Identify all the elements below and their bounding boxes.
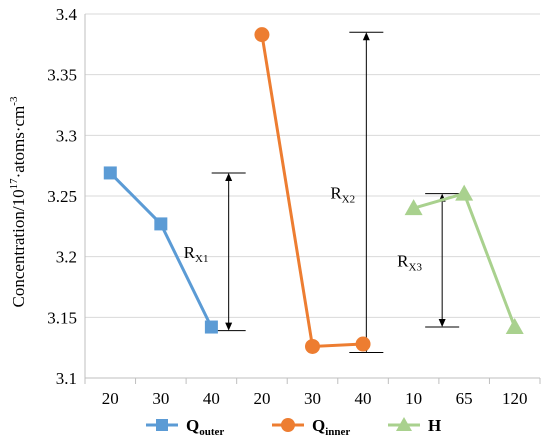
data-point bbox=[505, 318, 524, 335]
data-point bbox=[204, 320, 218, 334]
legend-marker bbox=[281, 418, 295, 432]
series-outer bbox=[103, 166, 218, 334]
series-group bbox=[103, 27, 524, 354]
x-tick-label: 30 bbox=[152, 389, 169, 408]
arrowhead-down bbox=[225, 322, 233, 331]
x-tick-label: 10 bbox=[405, 389, 422, 408]
x-tick-labels: 20 30 40 20 30 40 10 65 120 bbox=[102, 389, 528, 408]
series-line bbox=[413, 191, 517, 328]
data-point bbox=[254, 27, 270, 43]
series-line bbox=[260, 34, 364, 349]
range-annotations: RX1 RX2 RX3 bbox=[184, 31, 460, 354]
y-tick-label: 3.3 bbox=[56, 126, 77, 145]
x-tick-label: 40 bbox=[203, 389, 220, 408]
axes bbox=[84, 14, 541, 384]
data-point bbox=[404, 199, 423, 216]
legend-marker bbox=[396, 417, 412, 431]
arrowhead-down bbox=[438, 319, 446, 328]
y-tick-label: 3.15 bbox=[47, 308, 77, 327]
data-point bbox=[305, 338, 320, 354]
y-tick-label: 3.25 bbox=[47, 187, 77, 206]
x-tick-label: 20 bbox=[102, 389, 119, 408]
legend-entry: H bbox=[388, 416, 441, 435]
data-point bbox=[455, 184, 474, 201]
annotation-label: RX2 bbox=[330, 183, 355, 205]
y-tick-label: 3.2 bbox=[56, 248, 77, 267]
x-tick-label: 20 bbox=[253, 389, 270, 408]
y-tick-label: 3.1 bbox=[56, 369, 77, 388]
data-point bbox=[355, 336, 371, 352]
legend-marker bbox=[156, 419, 168, 431]
x-tick-label: 120 bbox=[502, 389, 528, 408]
x-tick-label: 40 bbox=[355, 389, 372, 408]
annotation-label: RX3 bbox=[397, 251, 422, 273]
gridlines bbox=[85, 13, 540, 318]
y-tick-label: 3.4 bbox=[56, 5, 78, 24]
legend-entry: Qinner bbox=[272, 416, 350, 438]
y-tick-labels: 3.1 3.15 3.2 3.25 3.3 3.35 3.4 bbox=[47, 5, 77, 388]
x-tick-label: 30 bbox=[304, 389, 321, 408]
y-axis-label: Concentration/1017·atoms·cm-3 bbox=[8, 96, 28, 307]
series-inner bbox=[254, 27, 371, 354]
legend: Qouter Qinner H bbox=[146, 416, 441, 438]
arrowhead-up bbox=[362, 32, 370, 41]
annotation-label: RX1 bbox=[184, 243, 209, 265]
annotation-x2: RX2 bbox=[330, 31, 384, 354]
x-tick-label: 65 bbox=[456, 389, 473, 408]
legend-entry: Qouter bbox=[146, 416, 224, 438]
annotation-x1: RX1 bbox=[184, 172, 246, 332]
arrowhead-up bbox=[225, 172, 233, 181]
y-axis-title: Concentration/1017·atoms·cm-3 bbox=[8, 96, 28, 307]
y-tick-label: 3.35 bbox=[47, 66, 77, 85]
series-h bbox=[404, 184, 524, 335]
legend-label: Qinner bbox=[312, 416, 350, 438]
legend-label: Qouter bbox=[186, 416, 224, 438]
data-point bbox=[154, 217, 168, 231]
legend-label: H bbox=[428, 416, 441, 435]
data-point bbox=[103, 166, 117, 180]
